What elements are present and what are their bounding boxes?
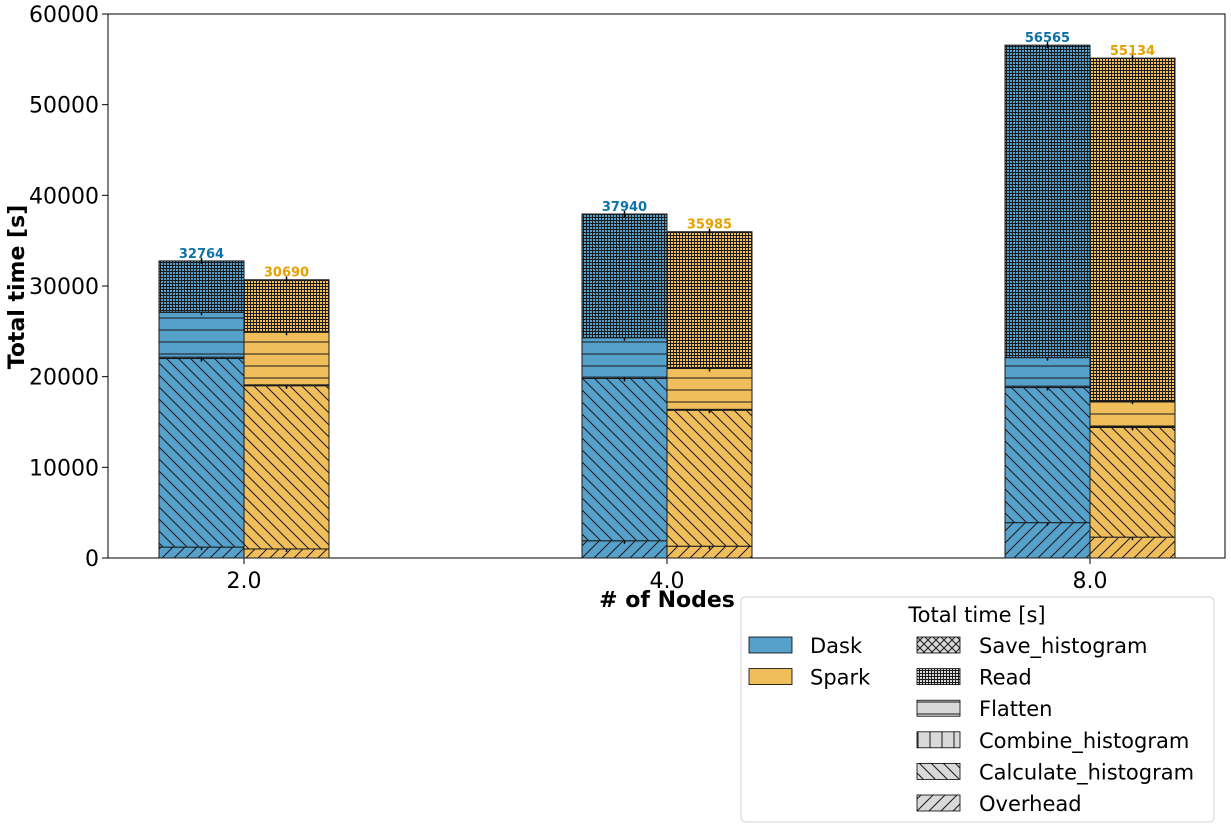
y-tick-label: 60000: [29, 3, 99, 28]
total-labels: 32764 30690 37940 35985 56565 55134: [179, 31, 1155, 281]
legend-swatch-hatch: [916, 794, 961, 812]
legend-swatch-hatch: [916, 668, 961, 685]
x-tick-label: 4.0: [650, 569, 685, 594]
y-tick-label: 30000: [29, 275, 99, 300]
y-axis-label: Total time [s]: [5, 205, 30, 370]
legend-swatch-hatch: [916, 699, 961, 717]
legend-label: Read: [979, 666, 1032, 690]
legend-swatch-hatch: [916, 731, 961, 749]
legend-swatch: [748, 668, 793, 685]
bar-segment-hatch: [243, 385, 330, 550]
bar-segment-hatch: [1004, 44, 1091, 359]
legend-label: Dask: [810, 634, 863, 658]
total-label: 37940: [602, 200, 647, 215]
legend-box: [740, 596, 1215, 823]
legend-label: Spark: [810, 666, 871, 690]
legend-label: Flatten: [979, 697, 1052, 721]
bars: [158, 42, 1176, 559]
bar-segment-hatch: [581, 213, 668, 339]
total-label: 55134: [1110, 44, 1155, 59]
y-tick-label: 20000: [29, 366, 99, 391]
bar-segment-hatch: [1089, 426, 1176, 538]
legend-swatch-hatch: [916, 636, 961, 654]
legend-swatch: [748, 636, 793, 654]
total-label: 32764: [179, 247, 224, 262]
bar-segment-hatch: [1089, 536, 1176, 559]
bar-segment-hatch: [581, 337, 668, 378]
bar-segment-hatch: [1089, 400, 1176, 428]
bar-segment-hatch: [666, 231, 753, 370]
y-tick-label: 10000: [29, 456, 99, 481]
x-tick-label: 2.0: [227, 569, 262, 594]
axes: 0 10000 20000 30000 40000 50000 60000 2.0 4.0 8.0: [29, 3, 1226, 594]
bar-segment-hatch: [1004, 522, 1091, 559]
y-tick-label: 0: [85, 547, 99, 572]
bar-segment-hatch: [158, 311, 245, 358]
bar-segment-hatch: [666, 409, 753, 547]
legend-swatch-hatch: [916, 763, 961, 780]
bar-segment-hatch: [1089, 57, 1176, 402]
bar-segment-hatch: [243, 279, 330, 333]
y-tick-label: 50000: [29, 94, 99, 119]
total-label: 35985: [687, 218, 732, 233]
bar-segment-hatch: [666, 368, 753, 410]
legend-title: Total time [s]: [907, 603, 1045, 627]
legend-label: Overhead: [979, 792, 1082, 816]
bar-segment-hatch: [158, 260, 245, 313]
y-tick-label: 40000: [29, 184, 99, 209]
x-tick-label: 8.0: [1073, 569, 1108, 594]
legend-label: Combine_histogram: [979, 729, 1189, 754]
total-label: 56565: [1025, 31, 1070, 46]
bar-segment-hatch: [1004, 387, 1091, 524]
legend: Total time [s] Dask Spark Save_histogram Rea…: [740, 596, 1215, 823]
bar-segment-hatch: [243, 331, 330, 386]
bar-segment-hatch: [1004, 357, 1091, 387]
legend-label: Calculate_histogram: [979, 760, 1194, 785]
bar-segment-hatch: [581, 377, 668, 542]
x-axis-label: # of Nodes: [599, 588, 735, 613]
bar-segment-hatch: [158, 358, 245, 548]
legend-label: Save_histogram: [979, 634, 1148, 659]
total-label: 30690: [264, 266, 309, 281]
